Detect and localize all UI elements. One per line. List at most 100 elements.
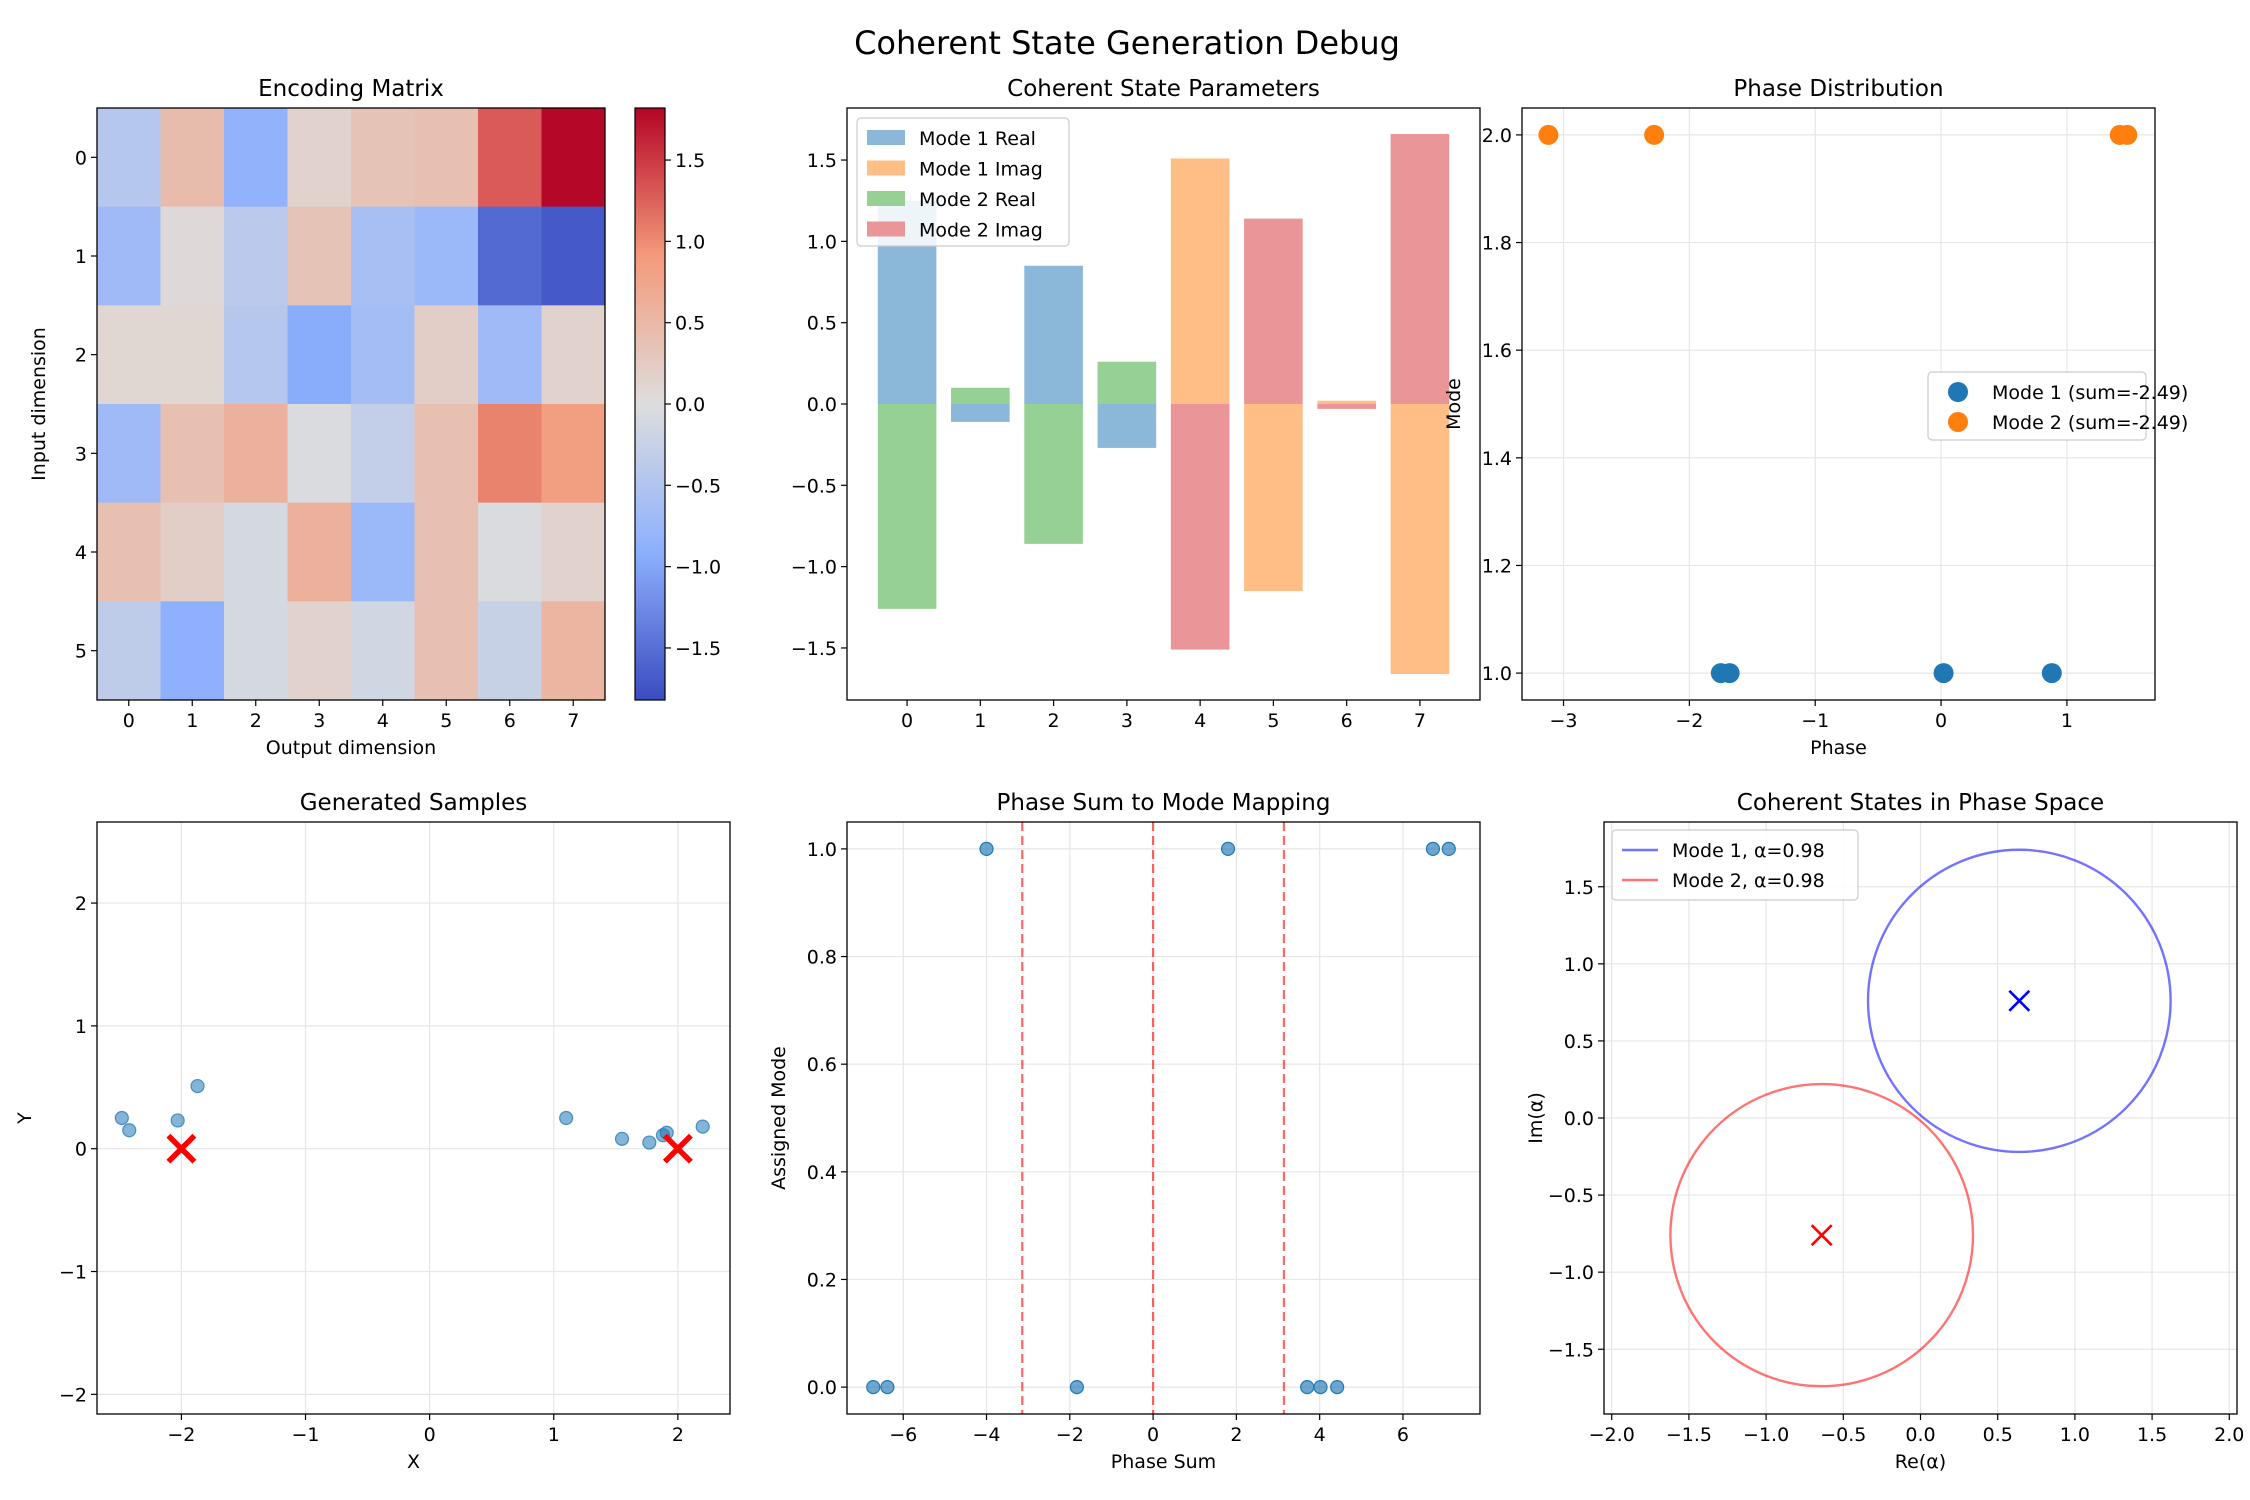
x-tick-label: 4 bbox=[1314, 1424, 1326, 1446]
y-tick-label: 1.5 bbox=[807, 150, 837, 172]
x-tick-label: −3 bbox=[1550, 710, 1578, 732]
heatmap-cell bbox=[351, 503, 415, 602]
heatmap-cell bbox=[478, 503, 542, 602]
x-tick-label: −1 bbox=[1801, 710, 1829, 732]
x-tick-label: 0.0 bbox=[1905, 1424, 1935, 1446]
y-tick-label: −1 bbox=[59, 1262, 87, 1284]
x-tick-label: −4 bbox=[973, 1424, 1001, 1446]
y-tick-label: 1 bbox=[75, 246, 87, 268]
y-tick-label: 0 bbox=[75, 1139, 87, 1161]
heatmap-cell bbox=[161, 108, 225, 207]
mapping-point bbox=[1070, 1381, 1083, 1394]
x-tick-label: −0.5 bbox=[1820, 1424, 1866, 1446]
mapping-point bbox=[1314, 1381, 1327, 1394]
heatmap-cell bbox=[351, 207, 415, 306]
y-tick-label: −0.5 bbox=[791, 475, 837, 497]
heatmap-cell bbox=[415, 305, 479, 404]
y-tick-label: 0.5 bbox=[1564, 1031, 1594, 1053]
legend-label: Mode 1 (sum=-2.49) bbox=[1992, 382, 2188, 404]
x-tick-label: 5 bbox=[440, 710, 452, 732]
bar bbox=[1391, 134, 1450, 404]
y-axis-label: Im(α) bbox=[1525, 1092, 1547, 1143]
x-tick-label: 2 bbox=[1048, 710, 1060, 732]
x-axis-label: X bbox=[407, 1451, 420, 1473]
x-tick-label: 1 bbox=[548, 1424, 560, 1446]
panel-title: Coherent States in Phase Space bbox=[1737, 790, 2104, 816]
heatmap-cell bbox=[288, 503, 352, 602]
y-tick-label: 5 bbox=[75, 641, 87, 663]
y-tick-label: 0.4 bbox=[807, 1162, 837, 1184]
heatmap-cell bbox=[288, 601, 352, 700]
mapping-point bbox=[881, 1381, 894, 1394]
scatter-point bbox=[2117, 125, 2137, 145]
y-tick-label: 1.8 bbox=[1482, 233, 1512, 255]
y-axis-label: Y bbox=[14, 1112, 36, 1125]
x-tick-label: −1 bbox=[292, 1424, 320, 1446]
bar bbox=[1171, 158, 1230, 404]
coherent-state-parameters-panel: 0 1 2 3 4 5 6 7−1.5−1.0−0.50.00.51.01.5Coherent… bbox=[791, 76, 1480, 732]
heatmap-cell bbox=[351, 108, 415, 207]
colorbar-tick-label: 0.5 bbox=[675, 313, 705, 335]
sample-point bbox=[560, 1112, 573, 1125]
y-axis-label: Input dimension bbox=[28, 327, 50, 481]
axes-frame bbox=[847, 822, 1480, 1414]
y-tick-label: 0.0 bbox=[1564, 1108, 1594, 1130]
x-tick-label: −2.0 bbox=[1589, 1424, 1635, 1446]
y-tick-label: 2 bbox=[75, 345, 87, 367]
legend-label: Mode 2, α=0.98 bbox=[1672, 870, 1825, 892]
x-tick-label: 1.5 bbox=[2137, 1424, 2167, 1446]
mapping-point bbox=[1222, 842, 1235, 855]
colorbar-tick-label: −0.5 bbox=[675, 475, 721, 497]
sample-point bbox=[123, 1124, 136, 1137]
x-axis-label: Phase bbox=[1810, 737, 1867, 759]
heatmap-cell bbox=[288, 305, 352, 404]
heatmap-cell bbox=[351, 601, 415, 700]
y-axis-label: Assigned Mode bbox=[768, 1046, 790, 1190]
heatmap-cell bbox=[415, 207, 479, 306]
legend-label: Mode 1, α=0.98 bbox=[1672, 840, 1825, 862]
mapping-point bbox=[1426, 842, 1439, 855]
heatmap-cell bbox=[478, 601, 542, 700]
legend-label: Mode 2 Real bbox=[919, 189, 1036, 211]
x-tick-label: 5 bbox=[1267, 710, 1279, 732]
x-tick-label: 1 bbox=[186, 710, 198, 732]
x-tick-label: 3 bbox=[313, 710, 325, 732]
heatmap-cell bbox=[351, 305, 415, 404]
heatmap-cell bbox=[224, 207, 288, 306]
bar bbox=[1244, 404, 1303, 591]
figure-title: Coherent State Generation Debug bbox=[854, 24, 1400, 62]
y-tick-label: 0.0 bbox=[807, 1377, 837, 1399]
panel-title: Phase Distribution bbox=[1733, 76, 1943, 102]
heatmap-cell bbox=[478, 207, 542, 306]
bar bbox=[1024, 266, 1083, 404]
x-tick-label: 4 bbox=[1194, 710, 1206, 732]
y-tick-label: 0.0 bbox=[807, 394, 837, 416]
x-tick-label: 0 bbox=[123, 710, 135, 732]
x-tick-label: −1.5 bbox=[1666, 1424, 1712, 1446]
y-tick-label: 2.0 bbox=[1482, 125, 1512, 147]
encoding-matrix-panel: 0 1 2 3 4 5 6 7 0 1 2 3 4 5 Encoding Matrix Output dime… bbox=[28, 76, 721, 759]
bar bbox=[1024, 404, 1083, 544]
y-tick-label: 1.0 bbox=[807, 839, 837, 861]
x-tick-label: 2 bbox=[672, 1424, 684, 1446]
phase-space-panel: −2.0 −1.5 −1.0 −0.5 0.0 0.5 1.0 1.5 2.0 −1.5 −1.0 −… bbox=[1525, 790, 2244, 1473]
phase-distribution-panel: −3 −2 −1 0 11.01.21.41.61.82.0Phase Distribu… bbox=[1443, 76, 2188, 759]
phase-sum-mapping-panel: −6 −4 −2 0 2 4 60.00.20.40.60.81.0Phase Sum to… bbox=[768, 790, 1480, 1473]
bar bbox=[1391, 404, 1450, 674]
x-tick-label: 2.0 bbox=[2214, 1424, 2244, 1446]
heatmap-cell bbox=[415, 404, 479, 503]
heatmap-cell bbox=[97, 207, 161, 306]
x-tick-label: 6 bbox=[504, 710, 516, 732]
state-center-marker bbox=[2009, 991, 2029, 1011]
y-tick-label: −2 bbox=[59, 1384, 87, 1406]
y-tick-label: 1.0 bbox=[807, 231, 837, 253]
legend-marker bbox=[1948, 412, 1968, 432]
heatmap-cell bbox=[224, 503, 288, 602]
y-tick-label: 2 bbox=[75, 893, 87, 915]
y-tick-label: 1.0 bbox=[1564, 954, 1594, 976]
x-tick-label: 2 bbox=[250, 710, 262, 732]
colorbar-tick-label: 1.0 bbox=[675, 231, 705, 253]
heatmap-cell bbox=[415, 601, 479, 700]
x-tick-label: 0 bbox=[424, 1424, 436, 1446]
colorbar-tick-label: −1.5 bbox=[675, 638, 721, 660]
